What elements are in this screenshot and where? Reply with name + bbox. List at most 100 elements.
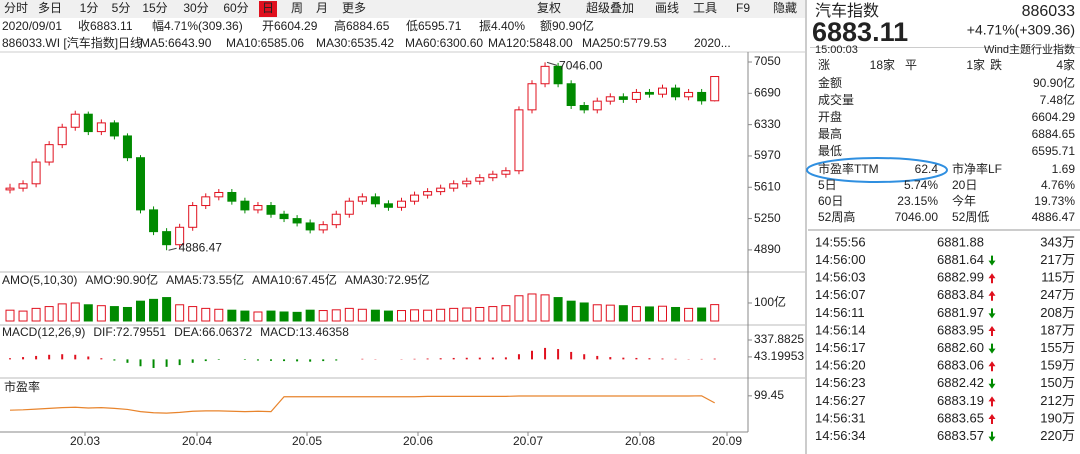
- period-tab[interactable]: 日: [262, 1, 274, 15]
- candle-body: [70, 113, 80, 128]
- candle-body: [684, 91, 694, 98]
- tool-button[interactable]: 隐藏: [773, 1, 797, 15]
- candle-body: [5, 187, 15, 191]
- candle-body: [162, 231, 172, 246]
- y-tick-label: 43.19953: [754, 349, 804, 363]
- x-tick-label: 20.03: [70, 434, 100, 448]
- pe-line: [9, 395, 715, 414]
- candle-body: [96, 122, 106, 133]
- trade-volume: 150万: [1040, 375, 1075, 390]
- tool-button[interactable]: 画线: [655, 1, 679, 15]
- y-tick-label: 6690: [754, 85, 781, 99]
- candle-body: [175, 226, 185, 246]
- candle-body: [618, 96, 628, 100]
- trade-time: 14:56:07: [815, 287, 866, 302]
- breadth-label: 涨: [818, 57, 830, 72]
- volume-bar: [501, 305, 511, 322]
- trade-price: 6881.88: [937, 234, 984, 249]
- volume-bar: [540, 294, 550, 322]
- trade-price: 6883.57: [937, 428, 984, 443]
- x-tick-label: 20.09: [712, 434, 742, 448]
- period-tab[interactable]: 5分: [112, 1, 131, 15]
- stat-value: 6595.71: [1032, 144, 1076, 158]
- stat-value: 90.90亿: [1033, 75, 1075, 90]
- ma-legend: 2020...: [694, 36, 731, 50]
- info-item: 额90.90亿: [540, 18, 594, 33]
- candle-body: [644, 91, 654, 95]
- stat-label: 金额: [818, 75, 842, 90]
- trade-time: 14:56:03: [815, 270, 866, 285]
- tool-button[interactable]: 复权: [537, 1, 561, 15]
- candle-body: [566, 83, 576, 106]
- tool-button[interactable]: 超级叠加: [586, 0, 634, 15]
- toolbar-bg: [0, 0, 805, 18]
- trade-volume: 217万: [1040, 252, 1075, 267]
- arrow-up: [988, 361, 996, 372]
- pair-label: 52周低: [952, 210, 989, 224]
- annotation-leader: [546, 61, 558, 66]
- candle-body: [671, 87, 681, 98]
- candle-body: [279, 213, 289, 220]
- volume-bar: [710, 304, 720, 322]
- candle-body: [501, 170, 511, 175]
- trade-price: 6883.19: [937, 393, 984, 408]
- candle-body: [266, 205, 276, 215]
- period-tab[interactable]: 更多: [342, 1, 366, 15]
- pair-value: 19.73%: [1034, 194, 1075, 208]
- tool-button[interactable]: 工具: [693, 1, 717, 15]
- candle-body: [514, 109, 524, 172]
- info-item: 振4.40%: [479, 19, 525, 33]
- trade-time: 14:56:11: [815, 305, 865, 320]
- rule: [810, 47, 1080, 48]
- ma-legend: MA10:6585.06: [226, 36, 304, 50]
- trade-volume: 190万: [1040, 410, 1075, 425]
- breadth-value: 1家: [966, 57, 985, 72]
- trade-price: 6883.06: [937, 358, 984, 373]
- amo-legend: AMA10:67.45亿: [252, 272, 337, 287]
- volume-bar: [592, 304, 602, 322]
- period-tab[interactable]: 1分: [80, 1, 99, 15]
- tool-button[interactable]: F9: [736, 1, 750, 15]
- candle-body: [475, 177, 485, 182]
- candle-body: [383, 203, 393, 208]
- volume-bar: [162, 297, 172, 322]
- trade-price: 6882.60: [937, 340, 984, 355]
- candle-body: [305, 222, 315, 231]
- candle-body: [540, 65, 550, 85]
- pair-label: 60日: [818, 194, 843, 208]
- candle-body: [658, 87, 667, 95]
- candle-body: [697, 91, 707, 102]
- period-tab[interactable]: 多日: [38, 1, 62, 15]
- period-tab[interactable]: 分时: [4, 1, 28, 15]
- macd-legend: DEA:66.06372: [174, 325, 252, 339]
- arrow-down: [988, 308, 996, 319]
- candle-body: [462, 180, 472, 185]
- period-tab[interactable]: 月: [316, 1, 328, 15]
- candle-body: [292, 218, 302, 224]
- volume-bar: [122, 306, 132, 322]
- period-tab[interactable]: 30分: [183, 1, 208, 15]
- macd-legend: DIF:72.79551: [93, 325, 166, 339]
- volume-bar: [109, 306, 119, 322]
- candle-body: [57, 126, 67, 146]
- breadth-label: 平: [905, 58, 917, 72]
- volume-bar: [488, 306, 498, 322]
- candle-body: [122, 135, 132, 159]
- active-tab: [259, 1, 277, 17]
- pair-value: 4886.47: [1032, 210, 1076, 224]
- period-tab[interactable]: 15分: [142, 1, 167, 15]
- arrow-up: [988, 414, 996, 424]
- macd-legend: MACD:13.46358: [260, 325, 349, 339]
- trade-time: 14:55:56: [815, 234, 866, 249]
- ma-legend: 日线: [118, 36, 142, 50]
- period-tab[interactable]: 60分: [223, 1, 248, 15]
- volume-bar: [57, 303, 67, 322]
- trade-time: 14:56:14: [815, 322, 866, 337]
- volume-bar: [410, 309, 420, 322]
- arrow-down: [988, 378, 996, 389]
- period-tab[interactable]: 周: [291, 1, 303, 15]
- stat-value: 6604.29: [1032, 110, 1076, 124]
- volume-bar: [423, 309, 433, 322]
- volume-bar: [175, 304, 185, 322]
- volume-bar: [527, 293, 537, 322]
